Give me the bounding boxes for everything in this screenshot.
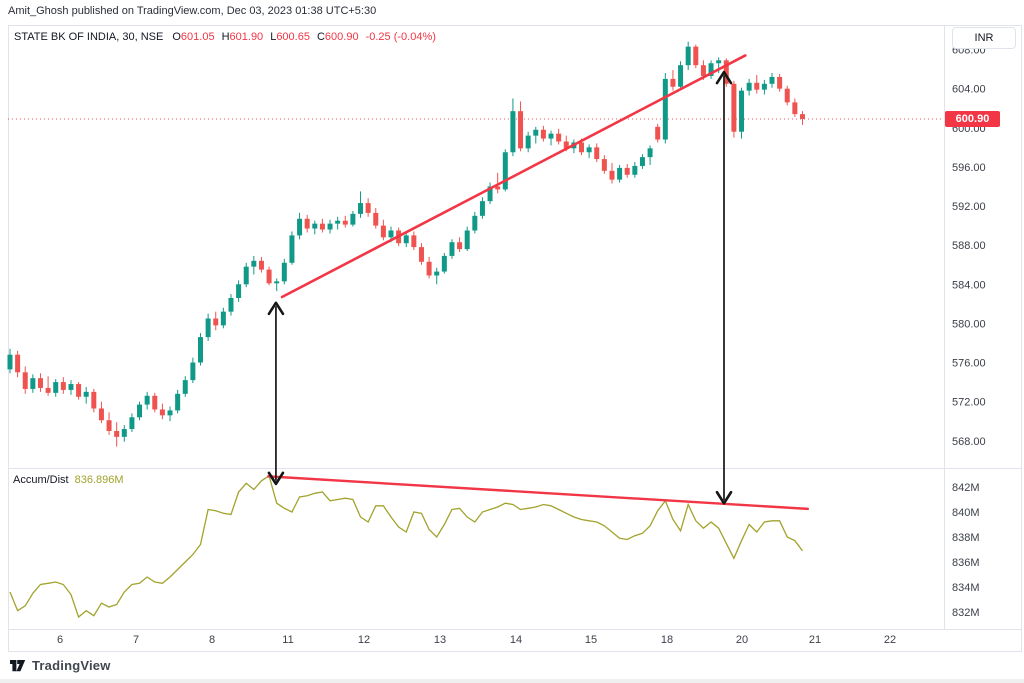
price-trendline[interactable] (280, 54, 747, 299)
close-value: 600.90 (324, 31, 359, 43)
time-tick: 20 (736, 634, 748, 646)
price-tick: 584.00 (952, 279, 986, 291)
indicator-value: 836.896M (74, 474, 124, 486)
time-tick: 12 (358, 634, 370, 646)
divergence-arrow-2[interactable] (715, 70, 733, 505)
time-tick: 11 (282, 634, 293, 646)
time-tick: 6 (57, 634, 63, 646)
time-tick: 8 (209, 634, 215, 646)
high-value: 601.90 (229, 31, 264, 43)
open-label: O (172, 31, 181, 43)
tradingview-attribution[interactable]: TradingView (10, 658, 111, 673)
accum-dist-line[interactable] (9, 474, 803, 619)
price-tick: 596.00 (952, 162, 986, 174)
close-label: C (316, 31, 325, 43)
time-tick: 15 (585, 634, 597, 646)
indicator-tick: 838M (952, 532, 980, 544)
open-value: 601.05 (180, 31, 215, 43)
time-axis[interactable]: 6 7 8 11 12 13 14 15 18 20 21 22 (57, 634, 896, 646)
divergence-arrow-1[interactable] (267, 301, 285, 486)
symbol-legend[interactable]: STATE BK OF INDIA, 30, NSE O601.05 H601.90… (14, 31, 436, 43)
low-value: 600.65 (276, 31, 310, 43)
indicator-axis[interactable]: 842M 840M 838M 836M 834M 832M (952, 482, 980, 619)
time-tick: 18 (661, 634, 673, 646)
price-tick: 576.00 (952, 358, 986, 370)
low-label: L (270, 31, 277, 43)
high-label: H (221, 31, 230, 43)
accum-dist-trendline[interactable] (267, 475, 810, 511)
change-value: -0.25 (-0.04%) (365, 31, 436, 43)
indicator-tick: 834M (952, 582, 980, 594)
price-tick: 572.00 (952, 397, 986, 409)
time-tick: 22 (884, 634, 896, 646)
time-tick: 21 (809, 634, 821, 646)
indicator-tick: 836M (952, 557, 980, 569)
publish-info: Amit_Ghosh published on TradingView.com,… (8, 5, 377, 17)
time-tick: 14 (510, 634, 522, 646)
candlestick-series[interactable] (7, 41, 805, 447)
last-price-badge: 600.90 (945, 111, 1000, 127)
price-tick: 604.00 (952, 84, 986, 96)
price-axis[interactable]: 608.00604.00600.00596.00592.00588.00584.… (952, 45, 986, 448)
indicator-tick: 840M (952, 507, 980, 519)
time-tick: 7 (133, 634, 139, 646)
chart-frame (8, 25, 1022, 652)
indicator-tick: 842M (952, 482, 980, 494)
price-tick: 588.00 (952, 240, 986, 252)
indicator-legend[interactable]: Accum/Dist 836.896M (13, 474, 124, 486)
price-tick: 592.00 (952, 201, 986, 213)
symbol-title: STATE BK OF INDIA, 30, NSE (14, 31, 164, 43)
brand-name: TradingView (32, 658, 111, 673)
tradingview-logo-icon (10, 659, 26, 671)
price-tick: 580.00 (952, 318, 986, 330)
indicator-name: Accum/Dist (13, 474, 69, 486)
time-tick: 13 (434, 634, 446, 646)
bottom-divider (0, 679, 1024, 683)
price-tick: 568.00 (952, 436, 986, 448)
currency-toggle-button[interactable]: INR (952, 27, 1016, 49)
indicator-tick: 832M (952, 607, 980, 619)
